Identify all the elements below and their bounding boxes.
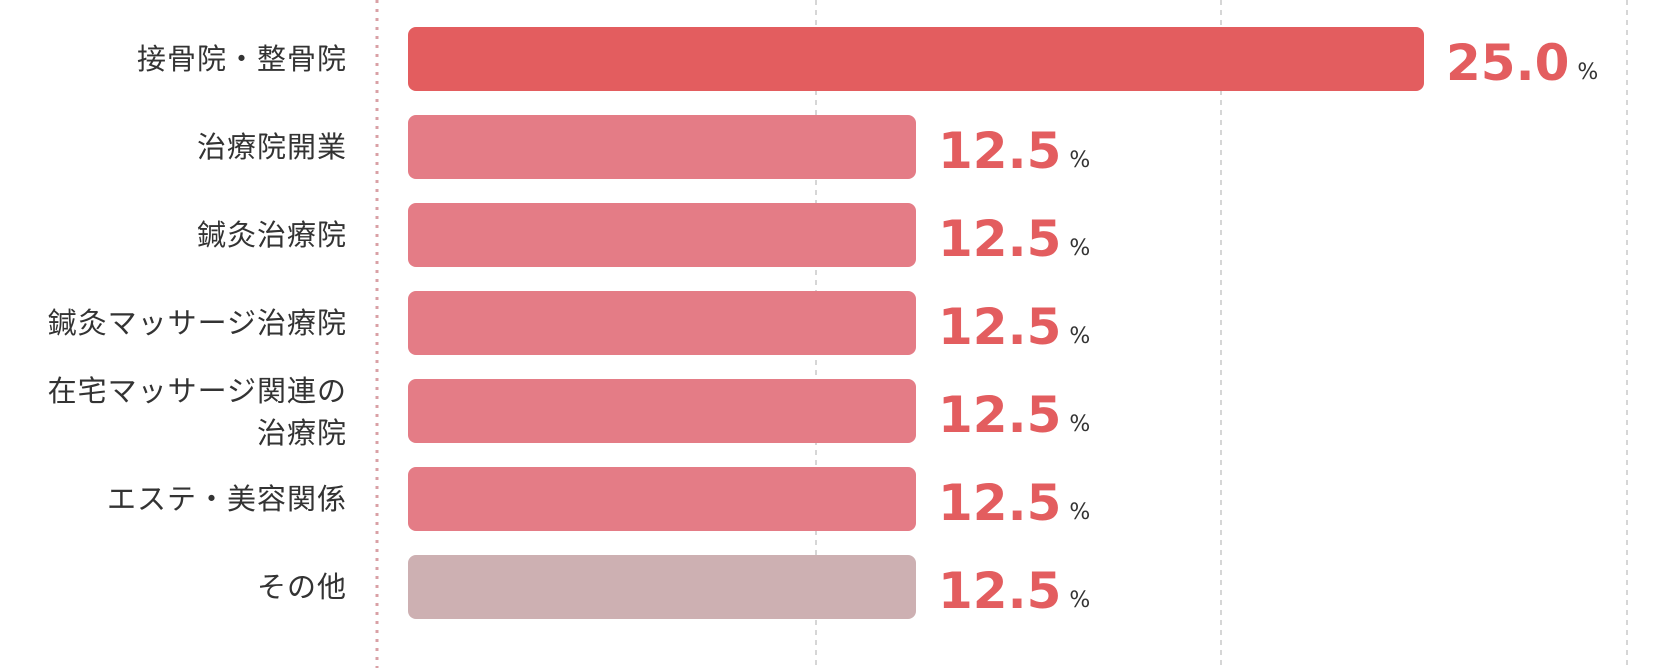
category-label: 治療院 <box>257 416 347 450</box>
value-label: 12.5 <box>938 562 1061 620</box>
category-label: 鍼灸治療院 <box>197 218 347 252</box>
value-unit: % <box>1069 588 1090 613</box>
category-label: エステ・美容関係 <box>107 482 347 516</box>
bar <box>408 27 1424 91</box>
value-unit: % <box>1069 148 1090 173</box>
category-label: その他 <box>257 570 347 604</box>
value-unit: % <box>1069 236 1090 261</box>
category-labels: 接骨院・整骨院治療院開業鍼灸治療院鍼灸マッサージ治療院在宅マッサージ関連の治療院… <box>48 42 347 604</box>
value-label: 12.5 <box>938 122 1061 180</box>
bar <box>408 115 916 179</box>
value-label: 12.5 <box>938 474 1061 532</box>
category-label: 鍼灸マッサージ治療院 <box>48 306 347 340</box>
category-label: 接骨院・整骨院 <box>137 42 347 76</box>
value-label: 25.0 <box>1446 34 1569 92</box>
value-label: 12.5 <box>938 210 1061 268</box>
bar <box>408 555 916 619</box>
value-unit: % <box>1069 412 1090 437</box>
category-label: 治療院開業 <box>197 130 347 164</box>
value-label: 12.5 <box>938 386 1061 444</box>
value-unit: % <box>1577 60 1598 85</box>
bars <box>408 27 1424 619</box>
value-unit: % <box>1069 324 1090 349</box>
bar <box>408 467 916 531</box>
value-unit: % <box>1069 500 1090 525</box>
bar <box>408 379 916 443</box>
value-labels: 25.0 % 12.5 % 12.5 % 12.5 % 12.5 % 12.5 % 12.5% <box>938 34 1598 620</box>
value-label: 12.5 <box>938 298 1061 356</box>
category-label: 在宅マッサージ関連の <box>48 374 347 408</box>
bar <box>408 203 916 267</box>
bar <box>408 291 916 355</box>
